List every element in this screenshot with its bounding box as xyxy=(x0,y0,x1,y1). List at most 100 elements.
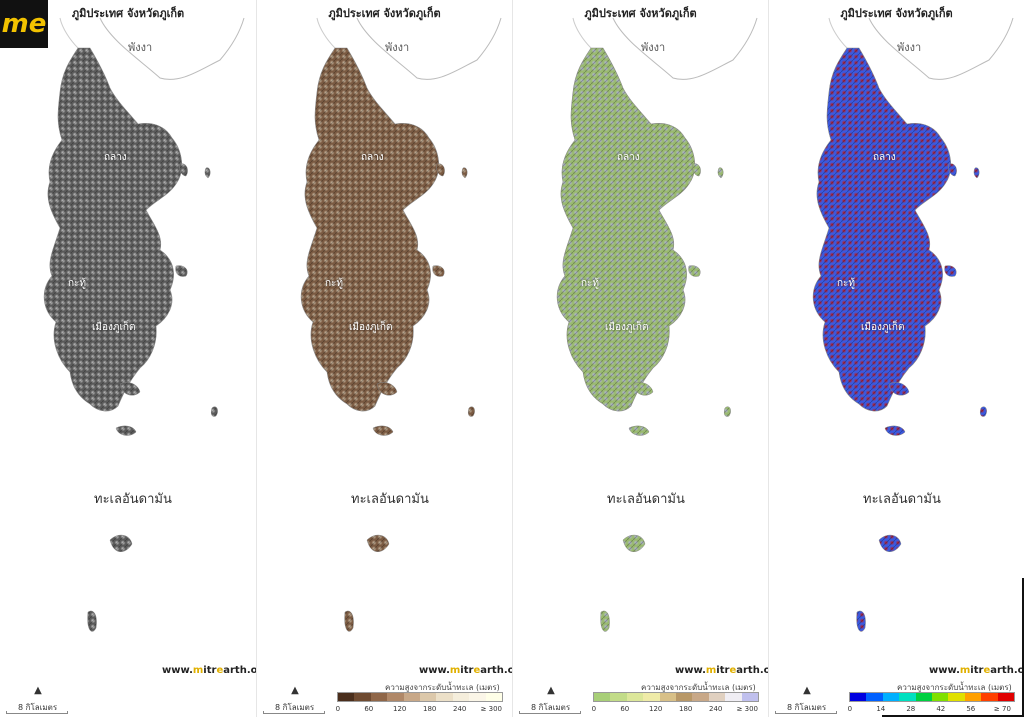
legend-title: ความสูงจากระดับน้ำทะเล (เมตร) xyxy=(897,683,1012,692)
legend-swatch xyxy=(452,693,470,701)
legend-swatch xyxy=(403,693,421,701)
legend-swatch xyxy=(866,693,883,701)
small-island xyxy=(376,382,398,396)
small-island xyxy=(692,163,701,177)
small-island xyxy=(366,534,390,552)
label-district-south: เมืองภูเก็ต xyxy=(349,322,393,333)
map-title: ภูมิประเทศ จังหวัดภูเก็ต xyxy=(71,7,185,20)
phuket-island xyxy=(43,47,183,412)
legend-tick-label: 180 xyxy=(422,705,437,713)
legend-tick-label: ≥ 300 xyxy=(480,705,503,713)
label-province: พังงา xyxy=(641,41,666,54)
legend-tick-label: 180 xyxy=(678,705,693,713)
small-island xyxy=(210,406,218,417)
small-island xyxy=(372,425,394,436)
map-panel-sepia: ภูมิประเทศ จังหวัดภูเก็ต พังงา ถลาง กะทู้ เม… xyxy=(256,0,527,717)
legend-tick-label: 0 xyxy=(591,705,597,713)
small-island xyxy=(436,163,445,177)
legend-swatch xyxy=(899,693,916,701)
small-island xyxy=(948,163,957,177)
legend-tick-label: 14 xyxy=(876,705,886,713)
label-sea: ทะเลอันดามัน xyxy=(94,492,172,507)
legend-swatch xyxy=(692,693,709,701)
legend-color-bar xyxy=(593,692,759,702)
legend-swatch xyxy=(469,693,486,701)
scale-bar xyxy=(519,711,581,714)
legend-color-bar xyxy=(849,692,1015,702)
phuket-island xyxy=(300,47,440,412)
small-island xyxy=(175,265,188,277)
legend-swatch xyxy=(676,693,693,701)
legend-swatch xyxy=(932,693,949,701)
label-sea: ทะเลอันดามัน xyxy=(863,492,941,507)
legend-title: ความสูงจากระดับน้ำทะเล (เมตร) xyxy=(641,683,756,692)
label-district-north: ถลาง xyxy=(873,152,896,163)
label-district-north: ถลาง xyxy=(617,152,640,163)
legend-tick-label: 0 xyxy=(847,705,853,713)
label-district-mid: กะทู้ xyxy=(581,278,600,289)
frame-right-bar xyxy=(1022,578,1024,717)
scale-bar xyxy=(775,711,837,714)
scale-bar xyxy=(6,711,68,714)
legend-swatch xyxy=(420,693,437,701)
legend-swatch xyxy=(594,693,611,701)
mainland-coastline xyxy=(99,17,245,80)
legend-tick-label: 120 xyxy=(392,705,407,713)
legend-swatch xyxy=(981,693,998,701)
legend-tick-label: 28 xyxy=(906,705,916,713)
north-arrow-icon: ▲ xyxy=(34,685,42,696)
legend-color-bar xyxy=(337,692,503,702)
label-district-south: เมืองภูเก็ต xyxy=(605,322,649,333)
legend-swatch xyxy=(659,693,677,701)
small-island xyxy=(432,265,445,277)
label-province: พังงา xyxy=(128,41,153,54)
small-island xyxy=(204,167,211,179)
map-panel-rainbow: ภูมิประเทศ จังหวัดภูเก็ต พังงา ถลาง กะทู้ เม… xyxy=(768,0,1024,717)
scale-label: 8 กิโลเมตร xyxy=(275,703,315,712)
website-credit: www.mitrearth.org xyxy=(162,665,270,676)
small-island xyxy=(628,425,650,436)
label-district-north: ถลาง xyxy=(361,152,384,163)
small-island xyxy=(119,382,141,396)
north-arrow-icon: ▲ xyxy=(291,685,299,696)
mainland-coastline xyxy=(612,17,758,80)
website-credit: www.mitrearth.org xyxy=(419,665,527,676)
small-island xyxy=(944,265,957,277)
label-province: พังงา xyxy=(385,41,410,54)
scale-bar xyxy=(263,711,325,714)
website-credit: www.mitrearth.org xyxy=(675,665,783,676)
mainland-coastline xyxy=(356,17,502,80)
label-district-mid: กะทู้ xyxy=(68,278,87,289)
legend-swatch xyxy=(338,693,355,701)
small-island xyxy=(884,425,906,436)
legend-swatch xyxy=(850,693,867,701)
small-island xyxy=(979,406,987,417)
map-panel-hillshade: ภูมิประเทศ จังหวัดภูเก็ตพังงาถลางกะทู้เม… xyxy=(0,0,270,717)
legend-swatch xyxy=(741,693,759,701)
small-island xyxy=(115,425,137,436)
legend-swatch xyxy=(610,693,627,701)
small-island xyxy=(888,382,910,396)
label-province: พังงา xyxy=(897,41,922,54)
label-district-south: เมืองภูเก็ต xyxy=(861,322,905,333)
map-title: ภูมิประเทศ จังหวัดภูเก็ต xyxy=(840,7,953,20)
terrain-map xyxy=(812,17,1014,632)
small-island xyxy=(344,610,354,632)
legend-swatch xyxy=(485,693,503,701)
small-island xyxy=(878,534,902,552)
phuket-island xyxy=(556,47,696,412)
label-district-north: ถลาง xyxy=(104,152,127,163)
legend-ticks: 0 60 120 180 240 ≥ 300 xyxy=(591,705,759,717)
scale-label: 8 กิโลเมตร xyxy=(18,703,58,712)
terrain-map xyxy=(43,17,245,632)
logo: me xyxy=(0,0,48,48)
website-credit: www.mitrearth.org xyxy=(929,665,1024,676)
terrain-map xyxy=(556,17,758,632)
legend-swatch xyxy=(882,693,900,701)
map-title: ภูมิประเทศ จังหวัดภูเก็ต xyxy=(584,7,697,20)
mainland-coastline-west xyxy=(316,17,336,49)
label-district-south: เมืองภูเก็ต xyxy=(92,322,136,333)
small-island xyxy=(467,406,475,417)
legend-ticks: 0 60 120 180 240 ≥ 300 xyxy=(336,705,503,717)
mainland-coastline xyxy=(868,17,1014,80)
